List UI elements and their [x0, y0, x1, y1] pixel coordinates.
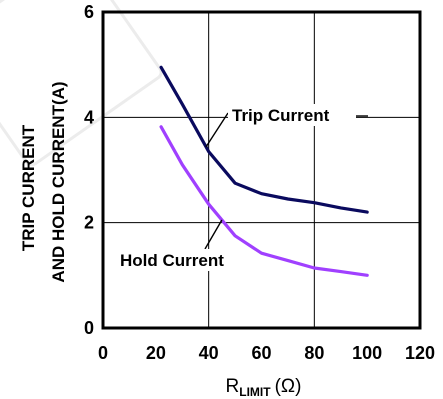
x-axis-label: RLIMIT (Ω) [226, 376, 302, 399]
x-tick-label: 120 [405, 343, 435, 363]
x-tick-label: 60 [251, 343, 271, 363]
grid-lines [103, 12, 420, 328]
annotation-label: Hold Current [120, 251, 224, 270]
series-lines [159, 65, 369, 277]
x-tick-label: 100 [352, 343, 382, 363]
x-tick-label: 40 [199, 343, 219, 363]
y-axis-label-line1: TRIP CURRENT [19, 124, 38, 251]
y-axis-label-line2: AND HOLD CURRENT(A) [49, 81, 68, 282]
x-axis-label-unit: (Ω) [275, 376, 302, 397]
y-tick-label: 0 [84, 318, 94, 338]
y-tick-label: 2 [84, 213, 94, 233]
plot-frame [101, 10, 422, 330]
annotations: Trip Current Hold Current [116, 104, 368, 271]
y-tick-label: 4 [84, 107, 94, 127]
y-tick-label: 6 [84, 2, 94, 22]
x-axis-label-sub: LIMIT [239, 385, 271, 399]
tick-labels: 0 20 40 60 80 100 120 0 2 4 6 [84, 2, 435, 363]
annotation-leader [205, 112, 229, 148]
annotation-background [228, 104, 356, 126]
series-line-trip-current [159, 65, 369, 214]
x-axis-label-main: R [226, 376, 240, 397]
x-tick-label: 0 [98, 343, 108, 363]
x-tick-label: 80 [304, 343, 324, 363]
annotation-label: Trip Current [232, 106, 330, 125]
x-tick-label: 20 [146, 343, 166, 363]
series-line-hold-current [159, 125, 369, 277]
annotation-leader [204, 219, 223, 250]
annotation-background [116, 249, 249, 271]
